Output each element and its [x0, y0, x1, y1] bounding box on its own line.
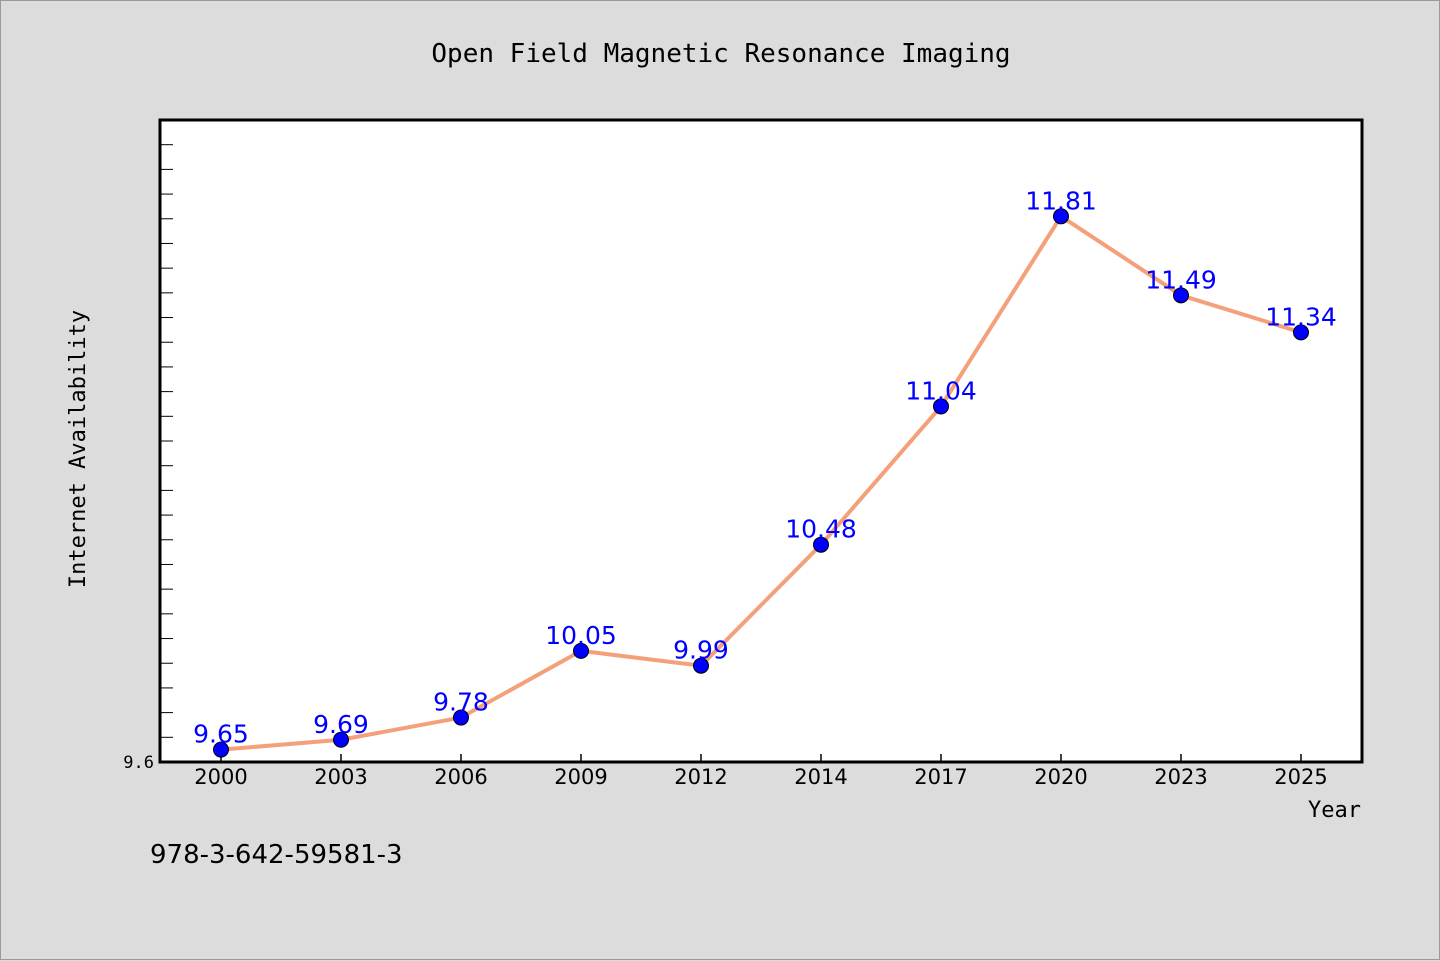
x-tick-label: 2023 [1154, 765, 1207, 789]
data-label: 11.81 [1025, 186, 1097, 215]
data-point [1053, 208, 1069, 225]
data-point [933, 398, 949, 415]
data-point [213, 741, 229, 758]
data-point [333, 731, 349, 748]
x-tick-label: 2012 [674, 765, 727, 789]
data-label: 9.99 [673, 636, 729, 665]
y-axis-label: Internet Availability [66, 310, 91, 588]
data-label: 11.34 [1265, 302, 1337, 331]
y-tick-label: 9.6 [123, 753, 154, 773]
y-axis-ticks [160, 144, 173, 738]
data-point [573, 642, 589, 659]
data-label: 11.49 [1145, 265, 1217, 294]
x-tick-label: 2014 [794, 765, 847, 789]
data-point [1293, 324, 1309, 341]
data-point [1173, 287, 1189, 304]
x-tick-label: 2020 [1034, 765, 1087, 789]
x-tick-label: 2025 [1274, 765, 1327, 789]
x-tick-label: 2009 [554, 765, 607, 789]
plot-area [158, 118, 1364, 764]
data-point [693, 657, 709, 674]
data-label: 10.05 [545, 621, 617, 650]
x-tick-label: 2006 [434, 765, 487, 789]
series-group: 9.65 9.69 9.78 10.05 9.99 10.48 11.04 11.81 11.4… [193, 186, 1337, 758]
series-line [220, 214, 1302, 752]
isbn-text: 978-3-642-59581-3 [150, 840, 403, 870]
data-label: 9.65 [193, 720, 249, 749]
chart-title: Open Field Magnetic Resonance Imaging [431, 39, 1010, 69]
data-label: 9.69 [313, 710, 369, 739]
x-tick-label: 2003 [314, 765, 367, 789]
x-tick-label: 2017 [914, 765, 967, 789]
data-label: 11.04 [905, 376, 977, 405]
x-axis-label: Year [1308, 798, 1361, 823]
data-label: 10.48 [785, 515, 857, 544]
data-point [453, 709, 469, 726]
data-point [813, 536, 829, 553]
data-label: 9.78 [433, 688, 489, 717]
x-axis-ticks: 2000 2003 2006 2009 2012 2014 2017 2020 2023 2025 [194, 754, 1328, 789]
x-tick-label: 2000 [194, 765, 247, 789]
